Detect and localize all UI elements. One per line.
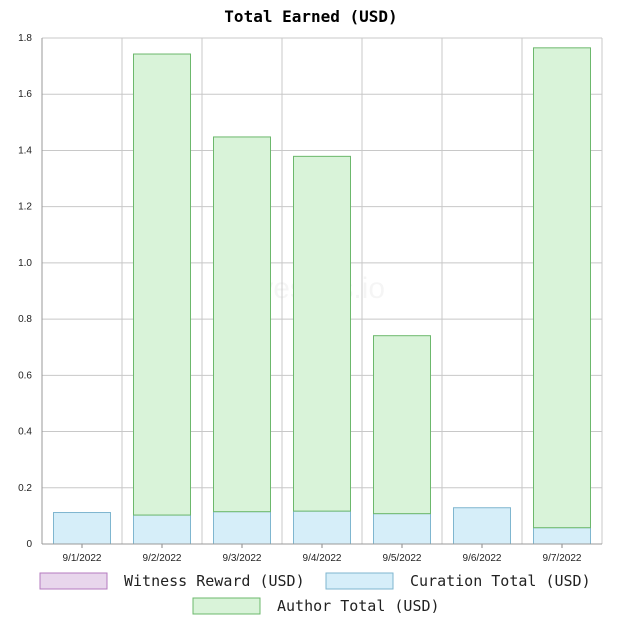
y-tick-label: 1.6: [18, 89, 32, 100]
bar-segment: [373, 513, 431, 545]
y-tick-label: 0: [26, 539, 32, 550]
x-tick-label: 9/4/2022: [303, 553, 342, 564]
chart-title: Total Earned (USD): [224, 7, 397, 26]
x-tick-label: 9/3/2022: [223, 553, 262, 564]
bar-segment: [533, 47, 591, 529]
bar-segment: [293, 155, 351, 512]
x-tick-label: 9/6/2022: [463, 553, 502, 564]
legend: Witness Reward (USD) Curation Total (USD)…: [39, 572, 591, 615]
y-tick-label: 1.2: [18, 202, 32, 213]
bar-segment: [133, 514, 191, 545]
y-tick-label: 0.6: [18, 370, 32, 381]
x-tick-label: 9/5/2022: [383, 553, 422, 564]
legend-swatch: [325, 572, 394, 590]
bar-segment: [133, 53, 191, 516]
legend-label: Author Total (USD): [277, 597, 440, 615]
y-tick-label: 1.0: [18, 258, 32, 269]
bar-segment: [533, 527, 591, 545]
x-tick-label: 9/7/2022: [543, 553, 582, 564]
legend-label: Witness Reward (USD): [124, 572, 305, 590]
bars: [53, 47, 591, 545]
axes: 0 0.2 0.4 0.6 0.8 1.0 1.2 1.4 1.6 1.8 9/1/2022 9/2/…: [18, 33, 602, 564]
legend-swatch: [192, 597, 261, 615]
x-tick-label: 9/1/2022: [63, 553, 102, 564]
y-tick-label: 1.8: [18, 33, 32, 44]
bar-segment: [213, 511, 271, 545]
y-tick-label: 0.2: [18, 483, 32, 494]
bar-segment: [213, 136, 271, 513]
bar-segment: [453, 507, 511, 545]
x-tick-label: 9/2/2022: [143, 553, 182, 564]
y-tick-label: 0.4: [18, 427, 32, 438]
bar-segment: [53, 512, 111, 545]
legend-label: Curation Total (USD): [410, 572, 591, 590]
legend-swatch: [39, 572, 108, 590]
y-tick-label: 0.8: [18, 314, 32, 325]
bar-segment: [293, 510, 351, 545]
bar-segment: [373, 335, 431, 515]
y-tick-label: 1.4: [18, 145, 32, 156]
